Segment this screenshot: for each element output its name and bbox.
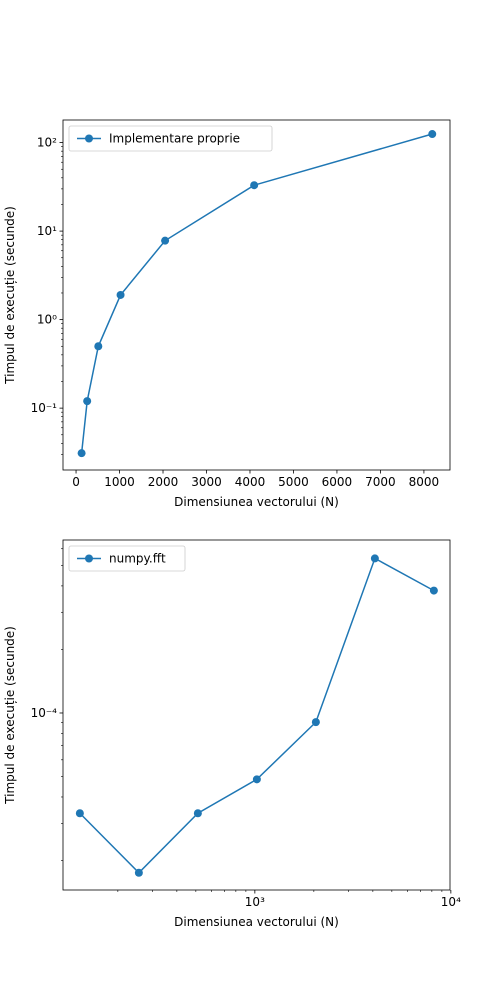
y-tick-label: 10² (37, 136, 57, 150)
y-tick-label: 10¹ (37, 224, 57, 238)
x-tick-label: 7000 (365, 475, 396, 489)
data-point (193, 809, 202, 818)
data-point (429, 586, 438, 595)
x-axis-label: Dimensiunea vectorului (N) (174, 495, 339, 509)
legend-box (68, 125, 273, 152)
x-axis-label: Dimensiunea vectorului (N) (174, 915, 339, 929)
y-tick-label: 10⁻⁴ (31, 706, 58, 720)
x-tick-label: 6000 (322, 475, 353, 489)
legend-box (68, 545, 186, 572)
x-tick-label: 2000 (148, 475, 179, 489)
x-tick-label: 5000 (278, 475, 309, 489)
x-tick-label: 8000 (409, 475, 440, 489)
x-tick-label: 10⁴ (441, 895, 461, 909)
x-tick-label: 10³ (245, 895, 265, 909)
data-point (116, 290, 125, 299)
y-axis-label: Timpul de execuție (secunde) (3, 206, 17, 385)
legend: numpy.fft (68, 545, 186, 572)
data-point (94, 342, 103, 351)
data-point (75, 809, 84, 818)
axes-frame (62, 119, 451, 471)
legend-label: Implementare proprie (109, 132, 240, 146)
x-tick-label: 1000 (104, 475, 135, 489)
legend: Implementare proprie (68, 125, 273, 152)
legend-marker (85, 134, 93, 143)
x-tick-label: 0 (72, 475, 80, 489)
data-point (83, 397, 92, 406)
data-point (77, 449, 86, 458)
y-axis-label: Timpul de execuție (secunde) (3, 626, 17, 805)
legend-marker (85, 554, 93, 563)
data-point (252, 775, 261, 784)
data-point (134, 868, 143, 877)
data-point (428, 130, 437, 139)
y-tick-label: 10⁻¹ (31, 401, 58, 415)
y-tick-label: 10⁰ (37, 313, 57, 327)
axes-frame (62, 539, 451, 891)
data-point (370, 554, 379, 563)
data-point (250, 181, 259, 190)
x-tick-label: 4000 (235, 475, 266, 489)
data-point (311, 718, 320, 727)
x-tick-label: 3000 (191, 475, 222, 489)
chart-implementare-proprie: 0 1000 2000 3000 4000 5000 6000 7000 8000 10⁻¹ 10⁰… (3, 119, 451, 509)
series-line (79, 557, 435, 874)
series-line (80, 133, 433, 454)
chart-numpy-fft: 10³ 10⁴ 10⁻⁴ Dimensiunea vectorului (N) Timp… (3, 539, 461, 929)
data-point (161, 236, 170, 245)
legend-label: numpy.fft (109, 552, 166, 566)
